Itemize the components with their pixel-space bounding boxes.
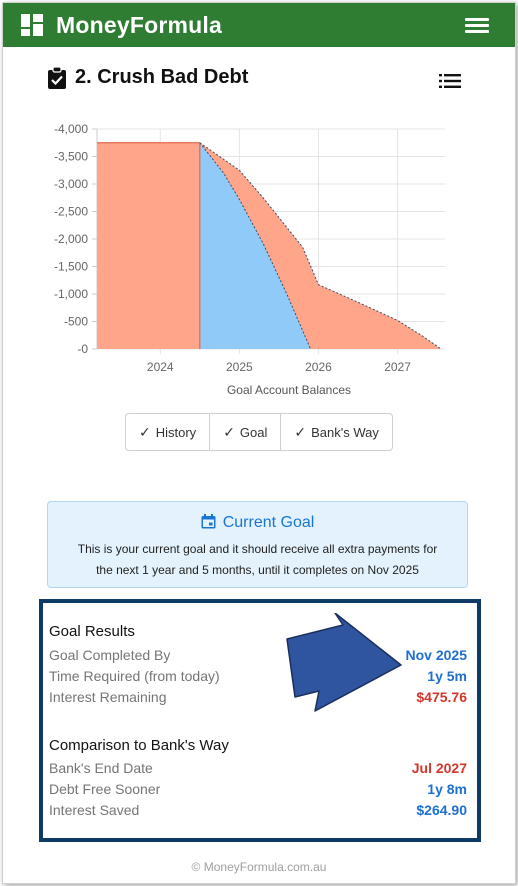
current-goal-title: Current Goal	[222, 514, 315, 531]
brand-name[interactable]: MoneyFormula	[56, 12, 222, 38]
legend-label: Bank's Way	[311, 424, 379, 440]
top-navbar: MoneyFormula	[3, 3, 515, 47]
goal-desc-line: the next 1 year and 5 months, until it c…	[96, 563, 419, 577]
y-tick-label: -500	[64, 315, 88, 329]
legend-toggle-history[interactable]: ✓ History	[126, 414, 211, 450]
check-icon: ✓	[139, 423, 151, 440]
y-tick-label: -3,500	[54, 150, 88, 164]
time-required-value: 1y 5m	[427, 668, 467, 684]
y-tick-label: -0	[77, 342, 88, 356]
interest-saved-value: $264.90	[416, 802, 467, 818]
legend-label: History	[155, 424, 197, 440]
current-goal-description: This is your current goal and it should …	[62, 539, 453, 581]
current-goal-panel: Current Goal This is your current goal a…	[47, 501, 468, 588]
goal-line	[199, 142, 312, 350]
goal-results-title: Goal Results	[49, 623, 135, 640]
legend-toggle-goal[interactable]: ✓ Goal	[210, 414, 282, 450]
check-icon: ✓	[294, 423, 307, 440]
hamburger-menu-icon[interactable]	[465, 18, 489, 34]
time-required-label: Time Required (from today)	[49, 668, 220, 684]
goal-desc-line: This is your current goal and it should …	[77, 542, 438, 556]
chart-legend: ✓ History ✓ Goal ✓ Bank's Way	[125, 413, 393, 451]
y-tick-label: -1,000	[54, 287, 88, 301]
banks-way-line	[199, 142, 442, 350]
check-icon: ✓	[223, 423, 235, 440]
interest-remaining-label: Interest Remaining	[49, 689, 167, 705]
footer-copyright: © MoneyFormula.com.au	[191, 860, 327, 874]
clipboard-check-icon	[48, 67, 66, 89]
list-icon[interactable]	[439, 73, 461, 89]
interest-saved-label: Interest Saved	[49, 802, 140, 818]
y-tick-label: -1,500	[54, 260, 88, 274]
x-tick-label: 2026	[305, 360, 332, 374]
arrow-right-icon	[286, 613, 402, 712]
goal-completed-value: Nov 2025	[405, 647, 467, 663]
calendar-icon	[201, 514, 216, 529]
debt-free-sooner-label: Debt Free Sooner	[49, 781, 161, 797]
legend-toggle-banks-way[interactable]: ✓ Bank's Way	[281, 414, 391, 450]
banks-way-area	[97, 142, 442, 349]
legend-label: Goal	[239, 424, 268, 440]
results-panel: Goal Results Goal Completed By Nov 2025 …	[39, 599, 481, 842]
y-tick-label: -2,500	[54, 205, 88, 219]
debt-free-sooner-value: 1y 8m	[427, 781, 467, 797]
y-tick-label: -4,000	[54, 122, 88, 136]
current-goal-heading: Current Goal	[48, 514, 467, 532]
goal-area	[199, 142, 311, 349]
bank-end-date-label: Bank's End Date	[49, 760, 153, 776]
debt-balance-chart: -4,000 -3,500 -3,000 -2,500 -2,000 -1,500 -1,0…	[54, 122, 445, 397]
x-tick-label: 2025	[226, 360, 253, 374]
comparison-title: Comparison to Bank's Way	[49, 737, 229, 754]
dashboard-icon[interactable]	[21, 14, 43, 36]
bank-end-date-value: Jul 2027	[411, 760, 467, 776]
goal-completed-label: Goal Completed By	[49, 647, 171, 663]
interest-remaining-value: $475.76	[416, 689, 467, 705]
y-tick-label: -2,000	[54, 232, 88, 246]
x-tick-label: 2024	[147, 360, 174, 374]
x-axis-label: Goal Account Balances	[227, 383, 351, 397]
page-title: 2. Crush Bad Debt	[75, 66, 249, 88]
x-tick-label: 2027	[384, 360, 411, 374]
y-tick-label: -3,000	[54, 177, 88, 191]
